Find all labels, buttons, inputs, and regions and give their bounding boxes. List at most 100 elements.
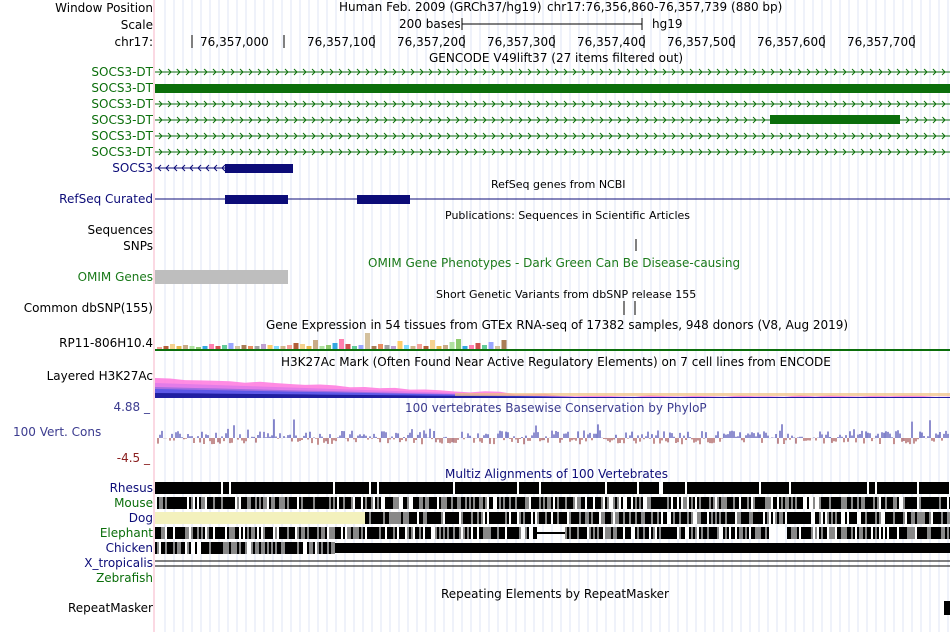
strand-arrow [545, 148, 550, 156]
alignment-block [869, 482, 871, 494]
browser-track-image[interactable]: Human Feb. 2009 (GRCh37/hg19) chr17:76,3… [155, 0, 950, 632]
strand-arrow [527, 100, 532, 108]
track-label-gencode-tx-3[interactable]: SOCS3-DT [91, 97, 153, 111]
alignment-block [499, 497, 501, 509]
alignment-block [689, 482, 691, 494]
alignment-block [695, 527, 697, 539]
track-label-gencode-tx-1[interactable]: SOCS3-DT [91, 65, 153, 79]
omim-title: OMIM Gene Phenotypes - Dark Green Can Be… [368, 256, 741, 270]
alignment-block [647, 482, 649, 494]
strand-arrow [158, 68, 163, 76]
strand-arrow [212, 116, 217, 124]
alignment-block [365, 527, 367, 539]
alignment-block [263, 497, 265, 509]
alignment-block [347, 527, 349, 539]
strand-arrow [167, 132, 172, 140]
alignment-block [815, 512, 817, 524]
track-label-gencode-tx-2[interactable]: SOCS3-DT [91, 81, 153, 95]
alignment-block [323, 497, 325, 509]
alignment-block [641, 482, 643, 494]
strand-arrow [590, 116, 595, 124]
strand-arrow [896, 100, 901, 108]
alignment-block [281, 497, 283, 509]
alignment-block [809, 527, 811, 539]
alignment-block [589, 527, 591, 539]
alignment-block [917, 512, 919, 524]
species-label-rhesus[interactable]: Rhesus [109, 481, 153, 495]
alignment-block [855, 527, 857, 539]
alignment-block [157, 527, 159, 539]
strand-arrow [626, 132, 631, 140]
species-label-x-tropicalis[interactable]: X_tropicalis [84, 556, 153, 570]
alignment-block [373, 527, 375, 539]
alignment-block [251, 542, 253, 554]
alignment-block [621, 512, 623, 524]
alignment-block [403, 527, 405, 539]
alignment-block [163, 497, 165, 509]
alignment-block [621, 497, 623, 509]
alignment-block [275, 497, 277, 509]
alignment-block [703, 482, 705, 494]
alignment-block [309, 542, 311, 554]
strand-arrow [707, 116, 712, 124]
alignment-block [263, 542, 265, 554]
species-label-elephant[interactable]: Elephant [99, 526, 153, 540]
alignment-block [623, 482, 625, 494]
alignment-block [887, 482, 889, 494]
species-label-mouse[interactable]: Mouse [114, 496, 153, 510]
alignment-block [247, 527, 249, 539]
alignment-block [835, 527, 837, 539]
alignment-block [607, 482, 609, 494]
alignment-block [349, 482, 351, 494]
gtex-tissue-bar [417, 344, 422, 349]
alignment-block [691, 512, 693, 524]
alignment-block [157, 497, 159, 509]
track-label-sequences[interactable]: Sequences [87, 223, 153, 237]
alignment-block [471, 527, 473, 539]
alignment-block [829, 512, 831, 524]
alignment-block [757, 497, 759, 509]
alignment-block [633, 527, 635, 539]
track-label-100-vert-cons[interactable]: 100 Vert. Cons [13, 425, 102, 439]
alignment-block [731, 482, 733, 494]
track-label-refseq-curated[interactable]: RefSeq Curated [59, 192, 153, 206]
gtex-tissue-bar [313, 340, 318, 349]
alignment-block [501, 482, 503, 494]
track-label-common-dbsnp[interactable]: Common dbSNP(155) [23, 301, 153, 315]
strand-arrow [671, 116, 676, 124]
alignment-block [185, 482, 187, 494]
track-label-gtex-gene[interactable]: RP11-806H10.4 [59, 336, 153, 350]
track-label-omim-genes[interactable]: OMIM Genes [77, 270, 153, 284]
strand-arrow [797, 100, 802, 108]
track-label-snps[interactable]: SNPs [123, 239, 153, 253]
alignment-block [417, 512, 419, 524]
alignment-block [313, 542, 315, 554]
species-label-chicken[interactable]: Chicken [105, 541, 153, 555]
strand-arrow [554, 68, 559, 76]
track-label-gencode-tx-4[interactable]: SOCS3-DT [91, 113, 153, 127]
alignment-block [913, 512, 915, 524]
alignment-block [163, 482, 165, 494]
alignment-block [305, 497, 307, 509]
strand-arrow [635, 100, 640, 108]
alignment-block [821, 527, 823, 539]
species-label-zebrafish[interactable]: Zebrafish [96, 571, 153, 585]
track-label-socs3[interactable]: SOCS3 [112, 161, 153, 175]
strand-arrow [197, 164, 202, 172]
alignment-block [937, 527, 939, 539]
alignment-block [259, 527, 261, 539]
track-label-gencode-tx-5[interactable]: SOCS3-DT [91, 129, 153, 143]
track-label-gencode-tx-6[interactable]: SOCS3-DT [91, 145, 153, 159]
strand-arrow [221, 132, 226, 140]
track-label-repeatmasker[interactable]: RepeatMasker [67, 601, 153, 615]
alignment-block [319, 497, 321, 509]
alignment-block [891, 512, 893, 524]
alignment-block [323, 482, 325, 494]
alignment-block [215, 482, 217, 494]
alignment-block [177, 542, 179, 554]
track-label-layered-h3k27ac[interactable]: Layered H3K27Ac [46, 369, 153, 383]
alignment-block [593, 497, 595, 509]
species-label-dog[interactable]: Dog [128, 511, 153, 525]
alignment-block [757, 512, 759, 524]
strand-arrow [509, 148, 514, 156]
